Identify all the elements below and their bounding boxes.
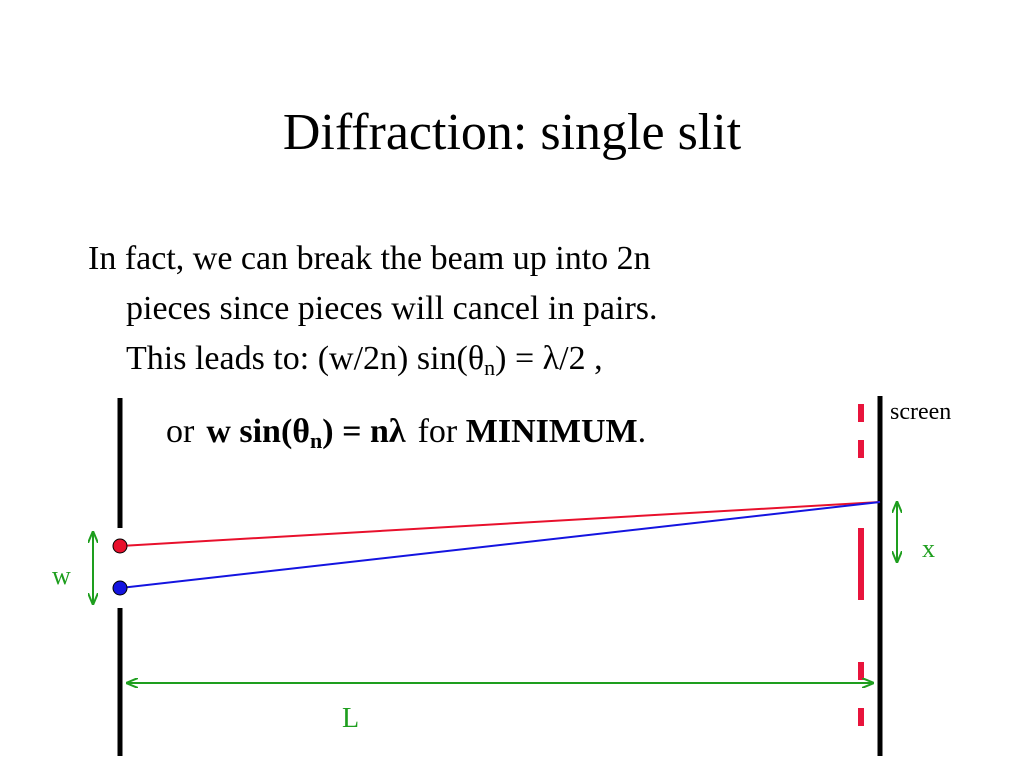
paragraph-line-1: In fact, we can break the beam up into 2… [88, 240, 651, 277]
minimum-word: MINIMUM [465, 413, 638, 450]
minimum-equation: w sin(θn) = nλ [206, 413, 406, 453]
or-word: or [166, 413, 195, 450]
screen-label: screen [890, 399, 951, 425]
red-ray [119, 501, 881, 547]
slide-title: Diffraction: single slit [282, 104, 742, 161]
line3-suffix: ) = λ/2 , [495, 340, 603, 377]
minimum-formula-line: or w sin(θn) = nλ for MINIMUM. [166, 412, 646, 452]
w-label: w [52, 561, 71, 590]
blue-source-point [112, 580, 128, 596]
L-label: L [342, 703, 359, 734]
blue-ray [119, 501, 881, 589]
for-word: for [417, 413, 458, 450]
explanation-paragraph: In fact, we can break the beam up into 2… [88, 234, 888, 384]
period: . [637, 413, 647, 450]
paragraph-line-3: This leads to: (w/2n) sin(θn) = λ/2 , [88, 334, 888, 384]
line3-prefix: This leads to: (w/2n) sin(θ [126, 340, 485, 377]
x-label: x [922, 534, 935, 563]
theta-subscript: n [484, 355, 496, 380]
paragraph-line-2: pieces since pieces will cancel in pairs… [126, 290, 658, 327]
red-source-point [112, 538, 128, 554]
